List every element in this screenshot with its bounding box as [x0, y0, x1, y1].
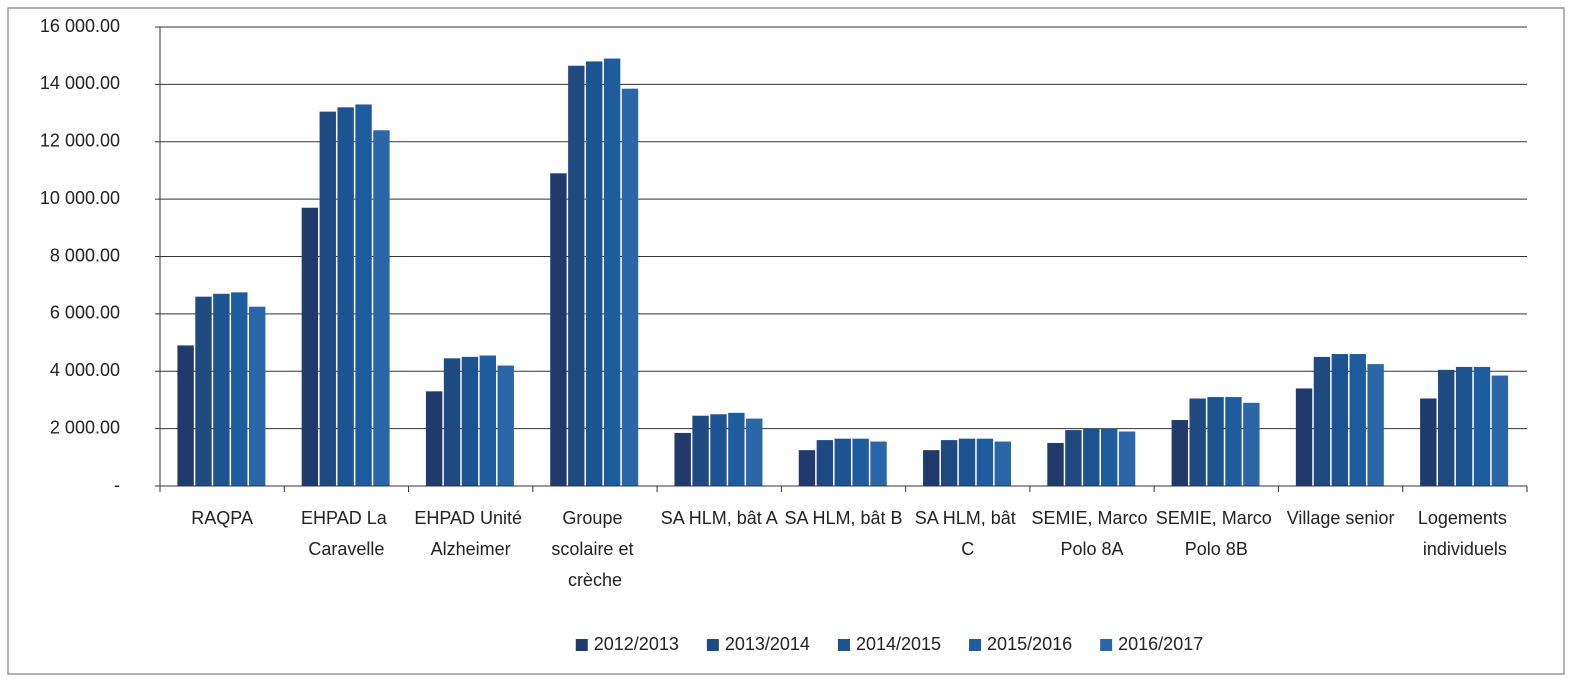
x-tick-label: Logements individuels [1418, 508, 1512, 559]
bar [1083, 428, 1100, 486]
bar [425, 391, 443, 486]
bar [728, 412, 745, 486]
bar [1118, 431, 1136, 486]
bar [1455, 366, 1473, 486]
bar [1171, 420, 1188, 486]
x-tick-label: RAQPA [191, 508, 253, 528]
x-tick-label: EHPAD Unité Alzheimer [414, 508, 527, 559]
legend-label: 2015/2016 [987, 634, 1072, 654]
bar [1243, 402, 1260, 486]
bar [1100, 428, 1118, 486]
bar [1349, 354, 1366, 486]
bar [603, 58, 621, 487]
bar [319, 111, 336, 487]
x-tick-label: SA HLM, bât B [784, 508, 902, 528]
bar [746, 418, 763, 486]
legend-swatch [837, 639, 850, 651]
bar [1491, 375, 1509, 486]
bar [213, 293, 230, 486]
bar [550, 173, 567, 486]
bar [1225, 397, 1242, 486]
x-tick-label: SEMIE, Marco Polo 8B [1156, 508, 1277, 559]
bar [443, 358, 461, 486]
legend-swatch [706, 639, 719, 651]
bar [586, 61, 603, 487]
bar [976, 438, 994, 486]
bar [1189, 398, 1206, 486]
y-tick-label: 16 000.00 [40, 16, 120, 36]
legend-swatch [969, 639, 982, 651]
bar [816, 440, 834, 486]
bar [994, 441, 1012, 486]
bar [1295, 388, 1313, 486]
bar [1313, 356, 1331, 486]
y-tick-label: 10 000.00 [40, 188, 120, 208]
bar [1438, 369, 1455, 486]
bar [958, 438, 976, 486]
bar [355, 104, 372, 487]
bar [1207, 397, 1224, 486]
bar [692, 415, 709, 486]
legend-label: 2014/2015 [856, 634, 941, 654]
bar [497, 365, 514, 486]
bar [798, 450, 816, 486]
bar [710, 414, 727, 486]
bar [568, 65, 585, 487]
y-tick-label: 8 000.00 [50, 245, 120, 265]
bar [1047, 442, 1064, 486]
bar [923, 450, 940, 486]
y-tick-label: 14 000.00 [40, 73, 120, 93]
bar [870, 441, 887, 486]
bar [852, 438, 869, 486]
bar [1331, 354, 1349, 486]
x-tick-label: SA HLM, bât C [915, 508, 1021, 559]
bar [1065, 430, 1082, 486]
chart-frame [7, 7, 1565, 675]
y-tick-label: 2 000.00 [50, 417, 120, 437]
bar [479, 355, 497, 486]
bar [337, 107, 354, 486]
legend-swatch [575, 639, 588, 651]
legend-label: 2012/2013 [594, 634, 679, 654]
bar [621, 88, 639, 486]
bar [834, 438, 851, 486]
legend-swatch [1100, 639, 1113, 651]
y-tick-label: 6 000.00 [50, 303, 120, 323]
x-tick-label: SA HLM, bât A [661, 508, 778, 528]
bar [301, 207, 319, 486]
bar [1420, 398, 1437, 486]
bar [674, 432, 691, 486]
x-tick-label: Village senior [1287, 508, 1395, 528]
x-tick-label: EHPAD La Caravelle [301, 508, 392, 559]
bar [177, 345, 194, 486]
bar [195, 296, 212, 486]
x-tick-label: SEMIE, Marco Polo 8A [1032, 508, 1153, 559]
bar [1473, 366, 1491, 486]
y-tick-label: 4 000.00 [50, 360, 120, 380]
legend-label: 2016/2017 [1118, 634, 1203, 654]
y-tick-label: 12 000.00 [40, 131, 120, 151]
bar [373, 130, 390, 486]
bar [461, 356, 479, 486]
bar [940, 440, 958, 486]
x-tick-label: Groupe scolaire et crèche [551, 508, 638, 590]
bar [248, 306, 266, 486]
y-tick-label: - [114, 475, 120, 495]
bar [231, 292, 248, 486]
bar [1367, 364, 1384, 486]
legend-label: 2013/2014 [725, 634, 810, 654]
